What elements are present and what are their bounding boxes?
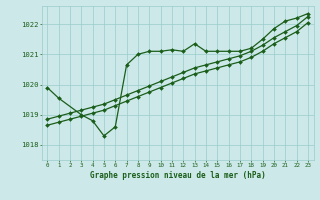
X-axis label: Graphe pression niveau de la mer (hPa): Graphe pression niveau de la mer (hPa) [90, 171, 266, 180]
